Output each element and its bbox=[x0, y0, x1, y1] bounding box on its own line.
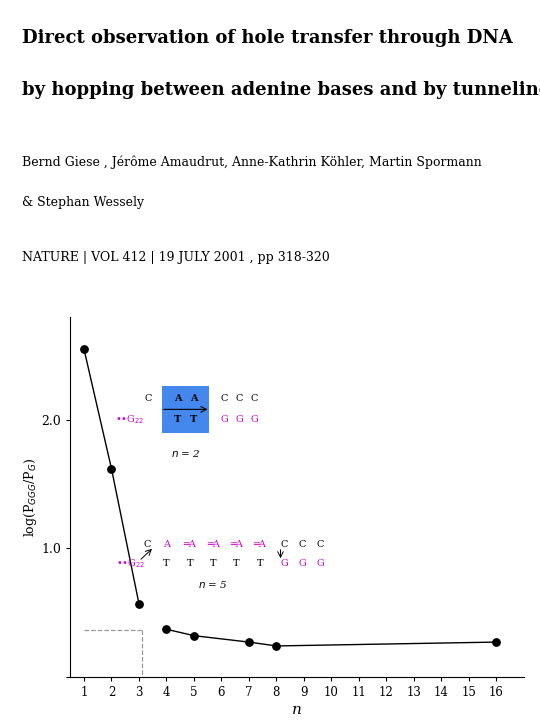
Text: ••G$_{22}$: ••G$_{22}$ bbox=[116, 557, 145, 570]
Y-axis label: log(P$_{GGG}$/P$_{G}$): log(P$_{GGG}$/P$_{G}$) bbox=[22, 457, 38, 536]
Text: & Stephan Wessely: & Stephan Wessely bbox=[22, 196, 144, 209]
Text: C: C bbox=[251, 395, 258, 403]
Point bbox=[272, 640, 281, 652]
Text: C: C bbox=[144, 540, 151, 549]
Text: C: C bbox=[220, 395, 228, 403]
Text: A: A bbox=[190, 395, 198, 403]
Text: Bernd Giese , Jérôme Amaudrut, Anne-Kathrin Köhler, Martin Spormann: Bernd Giese , Jérôme Amaudrut, Anne-Kath… bbox=[22, 156, 481, 169]
Text: C: C bbox=[299, 540, 306, 549]
Text: G: G bbox=[235, 415, 243, 424]
X-axis label: n: n bbox=[292, 703, 302, 717]
Text: G: G bbox=[281, 559, 288, 568]
Text: G: G bbox=[251, 415, 258, 424]
Text: ═A: ═A bbox=[253, 540, 266, 549]
Text: NATURE | VOL 412 | 19 JULY 2001 , pp 318-320: NATURE | VOL 412 | 19 JULY 2001 , pp 318… bbox=[22, 251, 329, 264]
Text: ═A: ═A bbox=[184, 540, 196, 549]
Text: $n$ = 2: $n$ = 2 bbox=[171, 448, 200, 459]
Text: G: G bbox=[299, 559, 306, 568]
Text: T: T bbox=[190, 415, 198, 424]
Text: T: T bbox=[186, 559, 193, 568]
Point bbox=[190, 630, 198, 642]
Text: $n$ = 5: $n$ = 5 bbox=[198, 579, 228, 590]
Text: ═A: ═A bbox=[230, 540, 243, 549]
Point bbox=[107, 463, 116, 474]
Point bbox=[134, 598, 143, 609]
Text: C: C bbox=[145, 395, 152, 403]
Text: C: C bbox=[235, 395, 243, 403]
Text: T: T bbox=[233, 559, 240, 568]
Text: ••G$_{22}$: ••G$_{22}$ bbox=[114, 413, 144, 426]
Point bbox=[245, 636, 253, 648]
Text: T: T bbox=[256, 559, 263, 568]
Text: C: C bbox=[316, 540, 324, 549]
Text: T: T bbox=[210, 559, 217, 568]
Text: T: T bbox=[174, 415, 181, 424]
Point bbox=[79, 343, 88, 355]
Text: T: T bbox=[163, 559, 170, 568]
Text: C: C bbox=[281, 540, 288, 549]
Text: A: A bbox=[173, 395, 181, 403]
Text: G: G bbox=[220, 415, 228, 424]
Point bbox=[162, 624, 171, 635]
Text: G: G bbox=[316, 559, 324, 568]
Text: Direct observation of hole transfer through DNA: Direct observation of hole transfer thro… bbox=[22, 29, 512, 47]
Bar bbox=[163, 386, 209, 433]
Text: by hopping between adenine bases and by tunneling: by hopping between adenine bases and by … bbox=[22, 81, 540, 99]
Text: A: A bbox=[163, 540, 170, 549]
Point bbox=[492, 636, 501, 648]
Text: ═A: ═A bbox=[207, 540, 220, 549]
